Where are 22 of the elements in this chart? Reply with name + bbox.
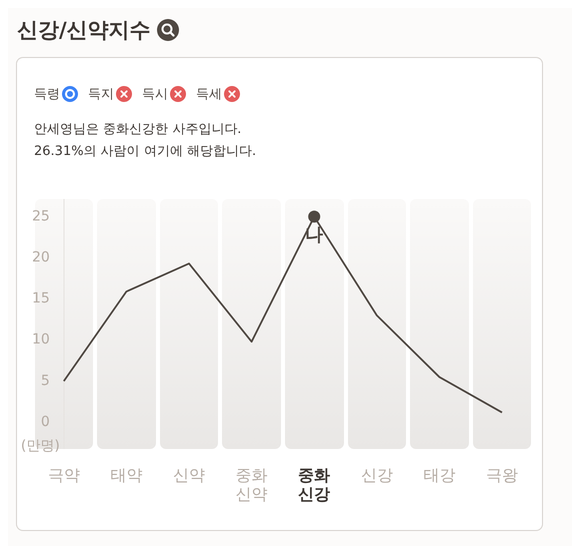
y-tick-label: 5 [40, 372, 50, 389]
x-tick-label: 극왕 [486, 465, 518, 484]
text: 득령 [34, 86, 60, 103]
y-axis-title: (만명) [20, 438, 60, 454]
x-tick-label: 신약 [173, 465, 206, 484]
x-tick-label: 중화 신약 [236, 465, 268, 504]
x-tick-label: 중화 신강 [298, 465, 330, 504]
text: 득지 [88, 86, 114, 103]
text: 26.31%의 사람이 여기에 해당합니다. [34, 143, 256, 161]
chart-subtitle: 안세영님은 중화신강한 사주입니다. [34, 121, 242, 139]
y-tick-label: 0 [40, 414, 50, 430]
y-tick-label: 20 [32, 249, 50, 266]
y-tick-label: 10 [32, 332, 50, 348]
x-tick-label: 태약 [110, 465, 142, 484]
text: 득세 [196, 86, 222, 103]
y-tick-label: 15 [32, 290, 50, 307]
text: 득시 [142, 86, 168, 103]
chart-title: 신강/신약지수 [17, 17, 151, 44]
x-tick-label: 태강 [423, 465, 456, 484]
x-tick-label: 신강 [360, 465, 393, 484]
x-tick-label: 극약 [48, 465, 80, 484]
y-tick-label: 25 [32, 208, 50, 224]
